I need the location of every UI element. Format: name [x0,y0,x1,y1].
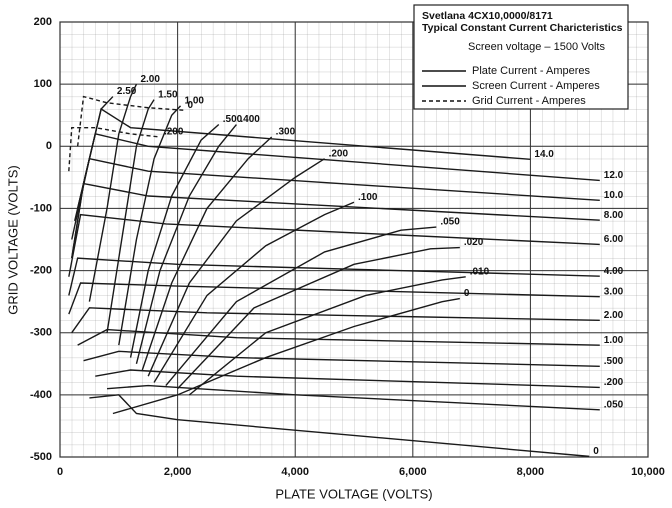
curve [118,105,182,346]
curve-label: 2.00 [140,74,160,85]
legend-label: Grid Current - Amperes [472,95,586,107]
x-tick-label: 8,000 [517,466,545,478]
curve [68,213,600,277]
y-tick-label: -200 [30,264,52,276]
curve-label: .500 [223,114,243,125]
y-tick-label: -100 [30,202,52,214]
y-tick-label: -500 [30,451,52,463]
curve [89,394,590,458]
curve [112,297,460,415]
x-tick-label: 4,000 [281,466,309,478]
curve [71,96,114,259]
chart-title: Svetlana 4CX10,0000/8171 [422,10,553,22]
x-tick-label: 0 [57,466,63,478]
y-tick-label: 0 [46,140,52,152]
curve [95,369,600,389]
curve [88,83,138,302]
curve-label: 1.00 [604,335,624,346]
x-tick-label: 10,000 [631,466,665,478]
curve-label: .200 [604,377,624,388]
curve-label: 3.00 [604,286,624,297]
curve-label: .050 [604,399,624,410]
curve-label: 1.50 [158,89,178,100]
curve-label: 0 [593,446,599,457]
y-tick-label: -400 [30,389,52,401]
curve-label: 0 [187,100,193,111]
curve [141,136,273,371]
annotation: Screen voltage – 1500 Volts [468,41,605,53]
x-axis-title: PLATE VOLTAGE (VOLTS) [275,486,432,501]
curve [135,124,237,364]
curve [106,384,600,411]
curve-label: 2.50 [117,86,137,97]
chart-subtitle: Typical Constant Current Charicteristics [422,22,623,34]
curve-label: .200 [329,148,349,159]
curve [68,257,600,296]
y-axis-title: GRID VOLTAGE (VOLTS) [5,165,20,315]
curve-label: 0 [464,288,470,299]
curve [83,350,600,367]
curve [76,95,184,147]
curve-label: .050 [440,217,460,228]
legend-label: Screen Current - Amperes [472,80,600,92]
curve-label: 6.00 [604,234,624,245]
curve-label: .010 [470,266,490,277]
curve-label: .020 [464,237,484,248]
legend-label: Plate Current - Amperes [472,65,590,77]
curve [165,226,437,386]
curve-label: .500 [604,356,624,367]
x-tick-label: 2,000 [164,466,192,478]
x-tick-label: 6,000 [399,466,427,478]
curve-label: 10.0 [604,190,624,201]
curve-label: 2.00 [604,310,624,321]
curve-label: 12.0 [604,170,624,181]
curve [177,246,460,390]
curve [188,276,466,396]
curve-label: .400 [240,114,260,125]
curve-label: 4.00 [604,266,624,277]
curve [68,126,161,172]
curve-label: .200 [164,127,184,138]
curve-label: .300 [276,127,296,138]
curve-label: 8.00 [604,210,624,221]
curve [77,328,600,346]
curve [129,124,220,358]
y-tick-label: 100 [34,78,52,90]
curve [71,307,600,334]
curve-label: 14.0 [534,149,554,160]
curve-label: .100 [358,192,378,203]
curve [147,158,325,377]
curve [106,99,155,333]
legend-box [413,4,629,110]
curve-label: 1.00 [185,96,205,107]
curve [153,201,355,383]
y-tick-label: -300 [30,327,52,339]
y-tick-label: 200 [34,16,52,28]
